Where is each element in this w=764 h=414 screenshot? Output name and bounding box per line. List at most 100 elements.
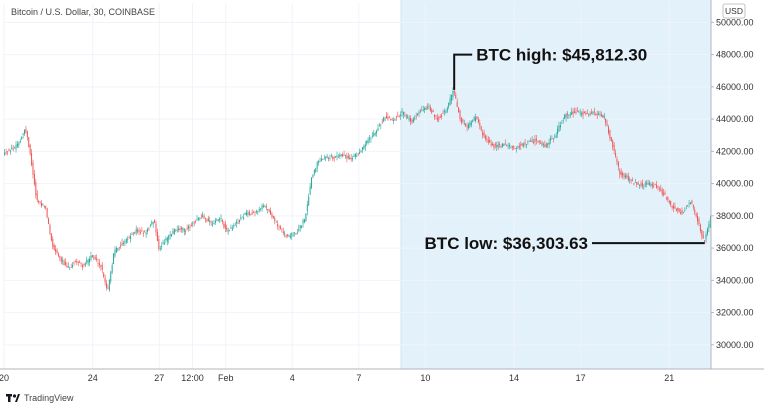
candle-body bbox=[158, 239, 160, 249]
tradingview-logo[interactable]: TradingView bbox=[6, 393, 74, 403]
candle-body bbox=[517, 146, 519, 148]
currency-badge[interactable] bbox=[722, 3, 746, 19]
candle-body bbox=[405, 115, 407, 117]
candle-body bbox=[70, 267, 72, 268]
candle-body bbox=[342, 154, 344, 157]
candle-body bbox=[46, 208, 48, 218]
candle-body bbox=[633, 183, 635, 185]
price-axis[interactable]: 30000.00 32000.00 34000.00 36000.00 38000.00… bbox=[711, 17, 754, 350]
candle-body bbox=[404, 115, 406, 116]
candle-body bbox=[137, 229, 139, 232]
candle-body bbox=[270, 210, 272, 215]
candle-body bbox=[254, 211, 256, 213]
candle-body bbox=[333, 157, 335, 159]
candle-body bbox=[144, 231, 146, 233]
candle-body bbox=[576, 109, 578, 111]
candle-body bbox=[214, 220, 216, 223]
candle-body bbox=[671, 206, 673, 208]
price-tick-label: 32000.00 bbox=[716, 308, 754, 318]
candle-body bbox=[42, 203, 44, 205]
candle-body bbox=[302, 220, 304, 224]
candle-body bbox=[599, 113, 601, 115]
candle-body bbox=[7, 151, 9, 153]
candle-body bbox=[111, 264, 113, 273]
candle-body bbox=[216, 220, 218, 222]
candle-body bbox=[443, 110, 445, 113]
candle-body bbox=[57, 253, 59, 256]
candle-body bbox=[453, 91, 455, 93]
candle-body bbox=[141, 230, 143, 232]
candle-body bbox=[260, 208, 262, 210]
candle-body bbox=[673, 205, 675, 209]
candle-body bbox=[325, 157, 327, 159]
candle-body bbox=[581, 112, 583, 115]
candle-body bbox=[335, 156, 337, 158]
candle-body bbox=[305, 213, 307, 222]
candle-body bbox=[227, 229, 229, 233]
candle-body bbox=[349, 157, 351, 160]
candle-body bbox=[316, 162, 318, 169]
candle-body bbox=[411, 119, 413, 122]
candle-body bbox=[550, 138, 552, 141]
time-axis[interactable]: 20 24 27 12:00 Feb 4 7 10 14 17 21 bbox=[0, 373, 674, 383]
candle-body bbox=[262, 205, 264, 207]
candle-body bbox=[255, 210, 257, 212]
candle-body bbox=[267, 209, 269, 211]
candle-body bbox=[73, 262, 75, 264]
candle-body bbox=[694, 209, 696, 213]
candle-body bbox=[385, 115, 387, 119]
candle-body bbox=[336, 155, 338, 158]
candle-body bbox=[606, 123, 608, 126]
candle-body bbox=[115, 248, 117, 253]
candle-body bbox=[484, 136, 486, 139]
candle-body bbox=[475, 117, 477, 121]
candle-body bbox=[487, 140, 489, 143]
candle-body bbox=[698, 219, 700, 225]
candle-body bbox=[185, 230, 187, 232]
candle-body bbox=[161, 246, 163, 247]
candle-body bbox=[66, 265, 68, 268]
candle-body bbox=[313, 169, 315, 174]
candle-body bbox=[279, 226, 281, 229]
candle-body bbox=[223, 223, 225, 228]
candle-body bbox=[175, 229, 177, 231]
candle-body bbox=[24, 129, 25, 134]
candle-body bbox=[151, 221, 153, 224]
candle-body bbox=[414, 118, 416, 120]
candle-body bbox=[16, 143, 18, 147]
candle-body bbox=[149, 224, 151, 227]
candle-body bbox=[12, 148, 14, 150]
candle-body bbox=[650, 183, 652, 186]
candle-body bbox=[466, 126, 468, 128]
btc-high-leader bbox=[453, 53, 473, 90]
candle-body bbox=[651, 184, 653, 187]
candle-body bbox=[510, 147, 512, 149]
candle-body bbox=[206, 219, 208, 222]
candle-body bbox=[209, 220, 211, 223]
candle-body bbox=[394, 119, 396, 121]
candle-body bbox=[705, 234, 707, 240]
candle-body bbox=[309, 186, 311, 195]
candle-body bbox=[600, 114, 602, 117]
candle-body bbox=[377, 127, 379, 131]
candle-body bbox=[569, 114, 571, 116]
candle-body bbox=[127, 239, 129, 241]
candle-body bbox=[562, 119, 564, 121]
candle-body bbox=[432, 111, 434, 112]
candle-body bbox=[113, 253, 115, 264]
candle-body bbox=[96, 258, 98, 260]
candle-body bbox=[558, 125, 560, 132]
candle-body bbox=[637, 183, 639, 185]
candle-body bbox=[212, 223, 214, 225]
candle-body bbox=[537, 141, 539, 143]
candle-body bbox=[445, 111, 447, 113]
candle-body bbox=[400, 114, 402, 116]
candle-body bbox=[240, 217, 242, 220]
candle-body bbox=[60, 257, 62, 262]
candle-body bbox=[9, 150, 11, 152]
candle-body bbox=[26, 131, 28, 138]
candle-body bbox=[367, 139, 369, 143]
candle-body bbox=[596, 113, 598, 116]
time-tick-label: 24 bbox=[88, 373, 98, 383]
candle-body bbox=[506, 145, 508, 147]
